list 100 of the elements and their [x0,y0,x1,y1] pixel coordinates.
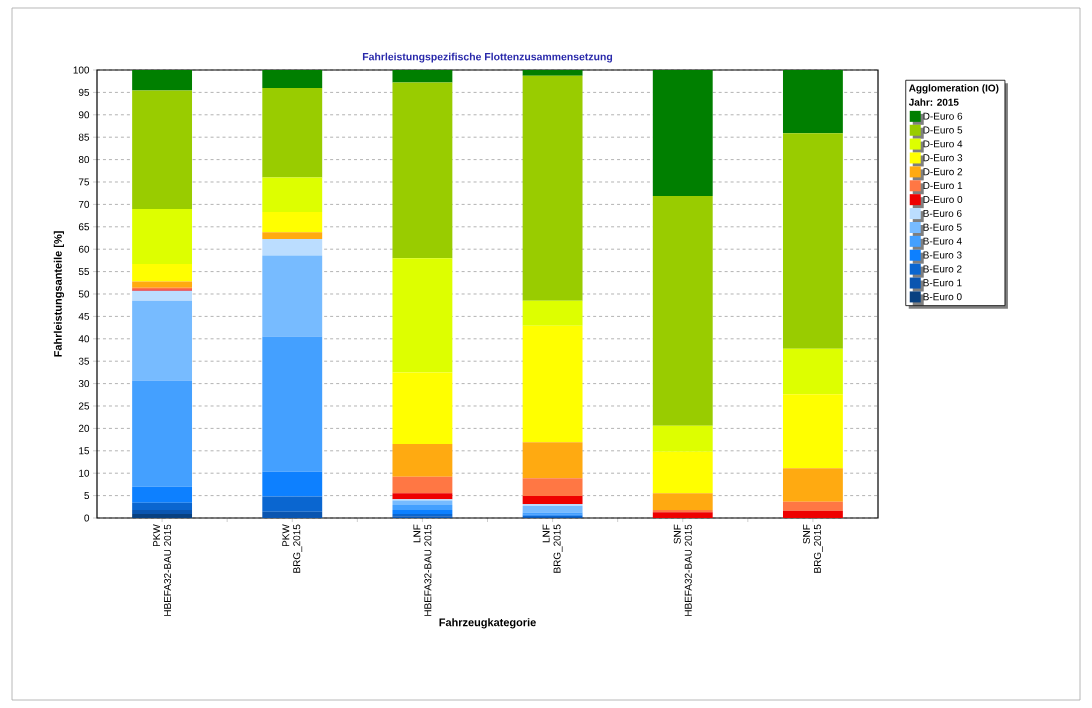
bar [392,493,453,500]
bar [522,478,583,497]
bar [392,69,453,83]
y-tick-label: 100 [73,66,90,74]
legend-label: D-Euro 1 [923,182,963,190]
bar [132,281,193,288]
bar [262,238,323,256]
y-tick-label: 20 [78,424,90,432]
y-tick-label: 50 [78,290,90,298]
bar [392,82,453,259]
y-tick-label: 40 [78,335,90,343]
y-tick-label: 70 [78,200,90,208]
bar [652,69,713,196]
bar [262,336,323,472]
legend-label: B-Euro 1 [923,279,962,287]
bar [652,195,713,426]
bar [262,232,323,239]
bar [132,90,193,209]
legend-label: D-Euro 4 [923,140,963,148]
y-tick-label: 55 [78,268,90,276]
legend-label: D-Euro 2 [923,168,963,176]
bar [522,496,583,505]
bar [392,476,453,494]
legend-label: D-Euro 0 [923,195,963,203]
bar [522,69,583,76]
x-tick-label: PKW BRG_2015 [282,524,303,573]
legend-label: B-Euro 2 [923,265,962,273]
bar [132,263,193,282]
chart-title: Fahrleistungspezifische Flottenzusammensetzung [362,52,613,63]
bar [782,69,843,134]
x-tick-label: PKW HBEFA32-BAU 2015 [153,524,172,616]
bar [522,75,583,301]
bar [392,258,453,373]
x-tick-label: SNF BRG_2015 [802,524,823,573]
x-tick-label: LNF HBEFA32-BAU 2015 [413,524,432,616]
bar [652,425,713,452]
bar [782,133,843,349]
y-tick-label: 95 [78,88,90,96]
y-tick-label: 15 [79,447,90,455]
text: Jahr: 2015 [908,98,959,106]
bar [522,505,583,513]
legend-label: B-Euro 0 [923,293,962,301]
bar [132,300,193,381]
bar [392,372,453,445]
bar [652,509,713,513]
bar [132,69,193,91]
bar [782,501,843,511]
y-tick-label: 75 [78,178,90,186]
bar [782,348,843,395]
bar [522,325,583,443]
bar [262,496,323,512]
bar [132,486,193,503]
bar [782,468,843,502]
bar [262,471,323,497]
bar [132,509,193,514]
bar [392,444,453,477]
bar [652,451,713,494]
y-tick-label: 10 [79,469,90,477]
bar [392,505,453,510]
bar [132,208,193,264]
y-tick-label: 0 [84,514,90,522]
bar [652,512,713,518]
x-axis-title: Fahrzeugkategorie [439,618,536,629]
bar [262,255,323,337]
bar [782,394,843,469]
legend-label: B-Euro 3 [923,251,962,259]
bar [132,502,193,510]
bar [132,290,193,301]
bar [262,511,323,518]
legend-label: D-Euro 6 [923,112,963,120]
y-tick-label: 80 [78,156,90,164]
legend-title: Agglomeration (IO) [908,84,999,94]
bar [262,69,323,88]
y-tick-label: 5 [84,492,90,500]
y-tick-label: 45 [78,312,90,320]
y-tick-label: 85 [78,133,90,141]
legend-label: B-Euro 6 [923,209,962,217]
bar [132,513,193,518]
bar [782,510,843,518]
bar [522,300,583,326]
legend-label: D-Euro 3 [923,154,963,162]
y-tick-label: 25 [78,402,90,410]
bar [262,87,323,178]
bar [262,177,323,213]
legend-label: B-Euro 4 [923,237,962,245]
y-axis-title: Fahrleistungsanteile [%] [53,231,65,357]
x-tick-label: SNF HBEFA32-BAU 2015 [673,524,692,616]
y-tick-label: 30 [78,380,90,388]
legend-label: B-Euro 5 [923,223,962,231]
y-tick-label: 60 [78,245,90,253]
bar [652,493,713,510]
bar [392,509,453,514]
y-tick-label: 65 [78,223,90,231]
y-tick-label: 35 [78,357,90,365]
x-tick-label: LNF BRG_2015 [542,524,563,573]
bar [522,442,583,479]
bar [262,212,323,233]
legend-label: D-Euro 5 [923,126,963,134]
y-tick-label: 90 [78,111,90,119]
bar [392,500,453,506]
